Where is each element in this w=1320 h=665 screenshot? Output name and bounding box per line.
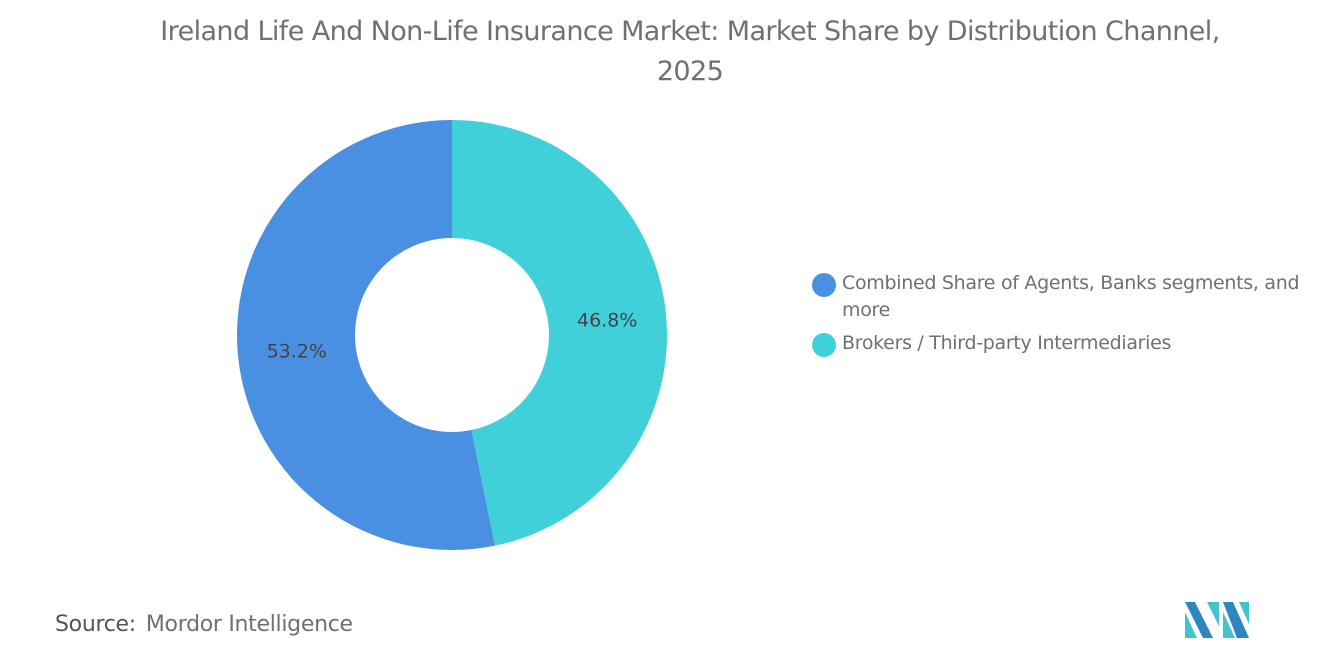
legend-item-brokers[interactable]: Brokers / Third-party Intermediaries (812, 330, 1302, 357)
data-label-1: 53.2% (267, 341, 327, 363)
chart-title: Ireland Life And Non-Life Insurance Mark… (160, 16, 1220, 87)
legend-swatch (812, 333, 836, 357)
legend: Combined Share of Agents, Banks segments… (812, 270, 1302, 363)
legend-label: Combined Share of Agents, Banks segments… (842, 272, 1300, 321)
legend-swatch (812, 273, 836, 297)
slice-0[interactable] (452, 120, 667, 546)
source-note: Source: Mordor Intelligence (55, 612, 353, 637)
mordor-logo-icon (1185, 602, 1249, 638)
source-label: Source: (55, 612, 136, 637)
data-label-0: 46.8% (577, 309, 637, 331)
legend-item-combined[interactable]: Combined Share of Agents, Banks segments… (812, 270, 1302, 324)
slice-1[interactable] (236, 120, 495, 550)
legend-label: Brokers / Third-party Intermediaries (842, 332, 1172, 354)
source-value: Mordor Intelligence (145, 612, 353, 637)
